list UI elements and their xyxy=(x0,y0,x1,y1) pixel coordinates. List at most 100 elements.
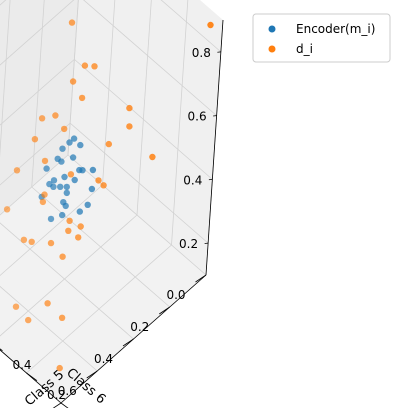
encoder-point xyxy=(47,215,55,223)
encoder-point xyxy=(84,201,91,208)
d-point xyxy=(78,94,86,102)
encoder-point xyxy=(58,158,65,165)
y-tick-label: 0.2 xyxy=(130,320,149,334)
x-tick-label-mark xyxy=(60,402,69,408)
encoder-point xyxy=(66,139,73,146)
grid-line-z-wall-x xyxy=(0,122,71,186)
d-point xyxy=(3,206,11,213)
encoder-point xyxy=(50,177,58,184)
d-point xyxy=(31,136,39,143)
encoder-point xyxy=(70,135,78,142)
d-point xyxy=(68,19,76,26)
grid-line-z-wall-x xyxy=(0,0,75,66)
legend-label-d: d_i xyxy=(296,42,313,56)
legend-marker-d xyxy=(268,45,276,53)
d-point xyxy=(25,316,32,324)
grid-line-z-wall-y xyxy=(160,0,222,53)
grid-line-x-floor xyxy=(0,154,69,216)
d-point xyxy=(91,63,98,70)
d-point xyxy=(41,157,49,165)
grid-line-y-wall xyxy=(0,0,11,158)
x-tick-label-mark xyxy=(26,372,38,382)
grid-line-z-wall-x xyxy=(0,59,75,126)
x-tick-label: 0.4 xyxy=(12,358,31,372)
encoder-point xyxy=(59,211,66,219)
grid-line-x-wall xyxy=(171,0,189,246)
d-point xyxy=(12,303,20,310)
d-point xyxy=(20,236,28,243)
tick-labels: 0.00.20.40.60.80.00.20.40.60.80.20.40.60… xyxy=(0,46,221,408)
grid-line-x-wall xyxy=(136,0,152,216)
back-pane-y xyxy=(68,0,223,275)
y-tick-label-mark xyxy=(122,338,134,347)
axes-panes xyxy=(0,0,223,403)
d-point xyxy=(13,167,21,174)
encoder-point xyxy=(71,176,78,184)
d-point xyxy=(58,314,66,321)
encoder-point xyxy=(43,165,50,172)
d-point xyxy=(207,21,214,29)
encoder-point xyxy=(62,202,69,210)
encoder-point xyxy=(88,185,96,193)
d-point xyxy=(65,227,72,234)
z-tick-label: 0.8 xyxy=(192,46,211,60)
d-point xyxy=(67,171,75,178)
y-tick-label-mark xyxy=(195,274,207,283)
d-point xyxy=(41,191,48,198)
d-point xyxy=(149,153,156,161)
grid-line-z-wall-y xyxy=(83,0,217,116)
grid-line-y-floor xyxy=(0,285,98,372)
z-tick-label: 0.4 xyxy=(183,173,202,187)
encoder-point xyxy=(63,189,70,197)
d-point xyxy=(44,300,51,307)
d-point xyxy=(105,140,113,148)
d-point xyxy=(47,239,55,247)
d-point xyxy=(52,112,59,119)
d-point xyxy=(66,217,73,224)
grid-line-z-wall-y xyxy=(74,59,213,180)
grid-line-x-wall xyxy=(102,0,116,186)
d-point xyxy=(77,223,84,230)
y-tick-label-mark xyxy=(159,306,170,315)
grid-line-y-floor xyxy=(0,222,134,340)
legend-marker-encoder xyxy=(268,25,276,33)
legend-box xyxy=(252,13,391,63)
d-point xyxy=(38,115,46,122)
d-point xyxy=(75,234,82,241)
z-tick-label: 0.6 xyxy=(188,110,207,124)
d-point xyxy=(81,62,89,69)
grid-line-y-wall xyxy=(67,0,79,156)
encoder-point xyxy=(59,145,66,152)
encoder-point xyxy=(50,183,57,190)
d-point xyxy=(100,182,107,189)
d-point xyxy=(59,253,66,260)
data-points xyxy=(3,19,214,372)
grid-line-z-wall-y xyxy=(69,122,209,244)
y-tick-label: 0.4 xyxy=(94,352,113,366)
encoder-point xyxy=(77,141,84,149)
z-axis-line xyxy=(205,19,224,276)
encoder-point xyxy=(69,154,77,161)
d-point xyxy=(95,177,102,184)
x-tick-label-mark xyxy=(0,348,3,352)
x-tick-label: 0.2 xyxy=(47,388,66,402)
y-tick-label-mark xyxy=(86,370,98,379)
legend-label-encoder: Encoder(m_i) xyxy=(296,22,375,36)
d-point xyxy=(60,125,68,133)
d-point xyxy=(126,123,133,130)
y-tick-label: 0.0 xyxy=(166,288,185,302)
x-axis-line xyxy=(0,349,62,404)
encoder-point xyxy=(79,167,86,174)
y-tick-label-mark xyxy=(52,402,62,408)
legend: Encoder(m_i) d_i xyxy=(252,13,391,63)
encoder-point xyxy=(89,166,97,174)
encoder-point xyxy=(76,208,84,215)
encoder-point xyxy=(57,183,64,190)
d-point xyxy=(28,238,35,245)
grid-line-y-floor xyxy=(31,186,171,308)
grid-line-y-wall xyxy=(31,0,45,188)
y-tick-label: 0.6 xyxy=(58,384,77,398)
encoder-point xyxy=(61,173,68,181)
z-tick-label: 0.2 xyxy=(179,237,198,251)
